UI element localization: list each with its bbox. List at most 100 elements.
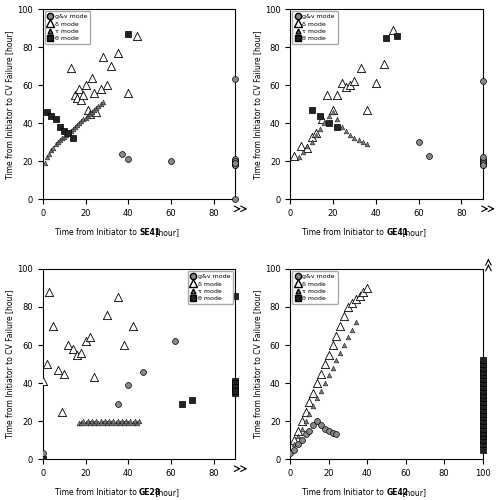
Point <box>81 114 89 122</box>
Point <box>139 368 147 376</box>
Point <box>357 64 365 72</box>
Point <box>479 360 487 368</box>
Point <box>318 116 326 124</box>
Point <box>84 112 92 120</box>
Point <box>94 419 102 427</box>
Point <box>342 83 350 91</box>
Point <box>103 81 111 89</box>
Point <box>332 430 340 438</box>
Point <box>118 417 126 425</box>
Text: [hour]: [hour] <box>153 228 179 237</box>
Point <box>479 417 487 425</box>
Point <box>479 428 487 436</box>
Point <box>43 360 51 368</box>
Point <box>231 292 239 300</box>
Point <box>79 116 87 124</box>
Text: [hour]: [hour] <box>153 488 179 496</box>
Point <box>109 417 117 425</box>
Point <box>39 377 47 385</box>
Point <box>336 322 344 330</box>
Point <box>77 96 85 104</box>
Point <box>131 417 139 425</box>
Point <box>69 345 77 353</box>
Point <box>75 419 83 427</box>
Point <box>66 64 74 72</box>
Point <box>479 161 487 169</box>
Point <box>348 299 356 307</box>
Point <box>298 436 306 444</box>
Point <box>294 426 302 434</box>
Text: [hour]: [hour] <box>400 228 426 237</box>
Point <box>312 130 320 138</box>
Point <box>312 128 320 136</box>
Point <box>332 332 340 340</box>
Point <box>129 419 137 427</box>
Point <box>297 142 305 150</box>
Point <box>231 381 239 389</box>
Point <box>64 128 72 136</box>
Point <box>43 154 51 162</box>
Point <box>114 400 122 408</box>
Point <box>309 421 317 429</box>
Point <box>96 417 104 425</box>
Point <box>231 388 239 396</box>
Point <box>479 394 487 402</box>
Text: GE28: GE28 <box>139 488 161 496</box>
Point <box>231 379 239 387</box>
Point <box>352 296 360 304</box>
Point <box>189 396 197 404</box>
Point <box>86 110 94 118</box>
Point <box>81 337 89 345</box>
Point <box>380 60 388 68</box>
Point <box>116 419 124 427</box>
Point <box>54 138 62 146</box>
Point <box>317 421 325 429</box>
Point <box>231 161 239 169</box>
Point <box>301 408 309 416</box>
Point <box>49 144 57 152</box>
Point <box>329 106 337 114</box>
Point <box>333 123 341 131</box>
Point <box>316 112 324 120</box>
Point <box>56 123 64 131</box>
Point <box>322 90 330 98</box>
Point <box>479 406 487 413</box>
Point <box>332 356 340 364</box>
Point <box>393 32 401 40</box>
Y-axis label: Time from Initiator to CV Failure [hour]: Time from Initiator to CV Failure [hour] <box>253 290 262 438</box>
Point <box>120 419 128 427</box>
Point <box>231 377 239 385</box>
Legend: g&v mode, δ mode, τ mode, θ mode: g&v mode, δ mode, τ mode, θ mode <box>188 271 234 304</box>
Point <box>90 89 98 97</box>
Point <box>79 417 87 425</box>
Point <box>372 80 380 88</box>
Point <box>309 388 317 396</box>
Point <box>342 127 350 135</box>
Point <box>290 446 298 454</box>
Point <box>231 383 239 391</box>
Point <box>58 408 66 416</box>
Point <box>90 374 98 382</box>
Point <box>479 156 487 164</box>
Point <box>114 417 122 425</box>
Point <box>231 385 239 393</box>
Point <box>81 81 89 89</box>
Point <box>56 136 64 144</box>
Point <box>344 334 352 342</box>
Point <box>114 294 122 302</box>
Point <box>84 417 92 425</box>
Point <box>479 436 487 444</box>
Point <box>325 426 333 434</box>
Point <box>231 158 239 166</box>
Point <box>231 379 239 387</box>
Point <box>231 379 239 387</box>
Point <box>231 386 239 394</box>
Point <box>45 288 53 296</box>
Point <box>231 383 239 391</box>
Point <box>321 379 329 387</box>
Point <box>114 49 122 57</box>
Point <box>346 130 354 138</box>
Point <box>107 419 115 427</box>
Legend: g&v mode, δ mode, τ mode, θ mode: g&v mode, δ mode, τ mode, θ mode <box>292 271 338 304</box>
Point <box>303 142 311 150</box>
